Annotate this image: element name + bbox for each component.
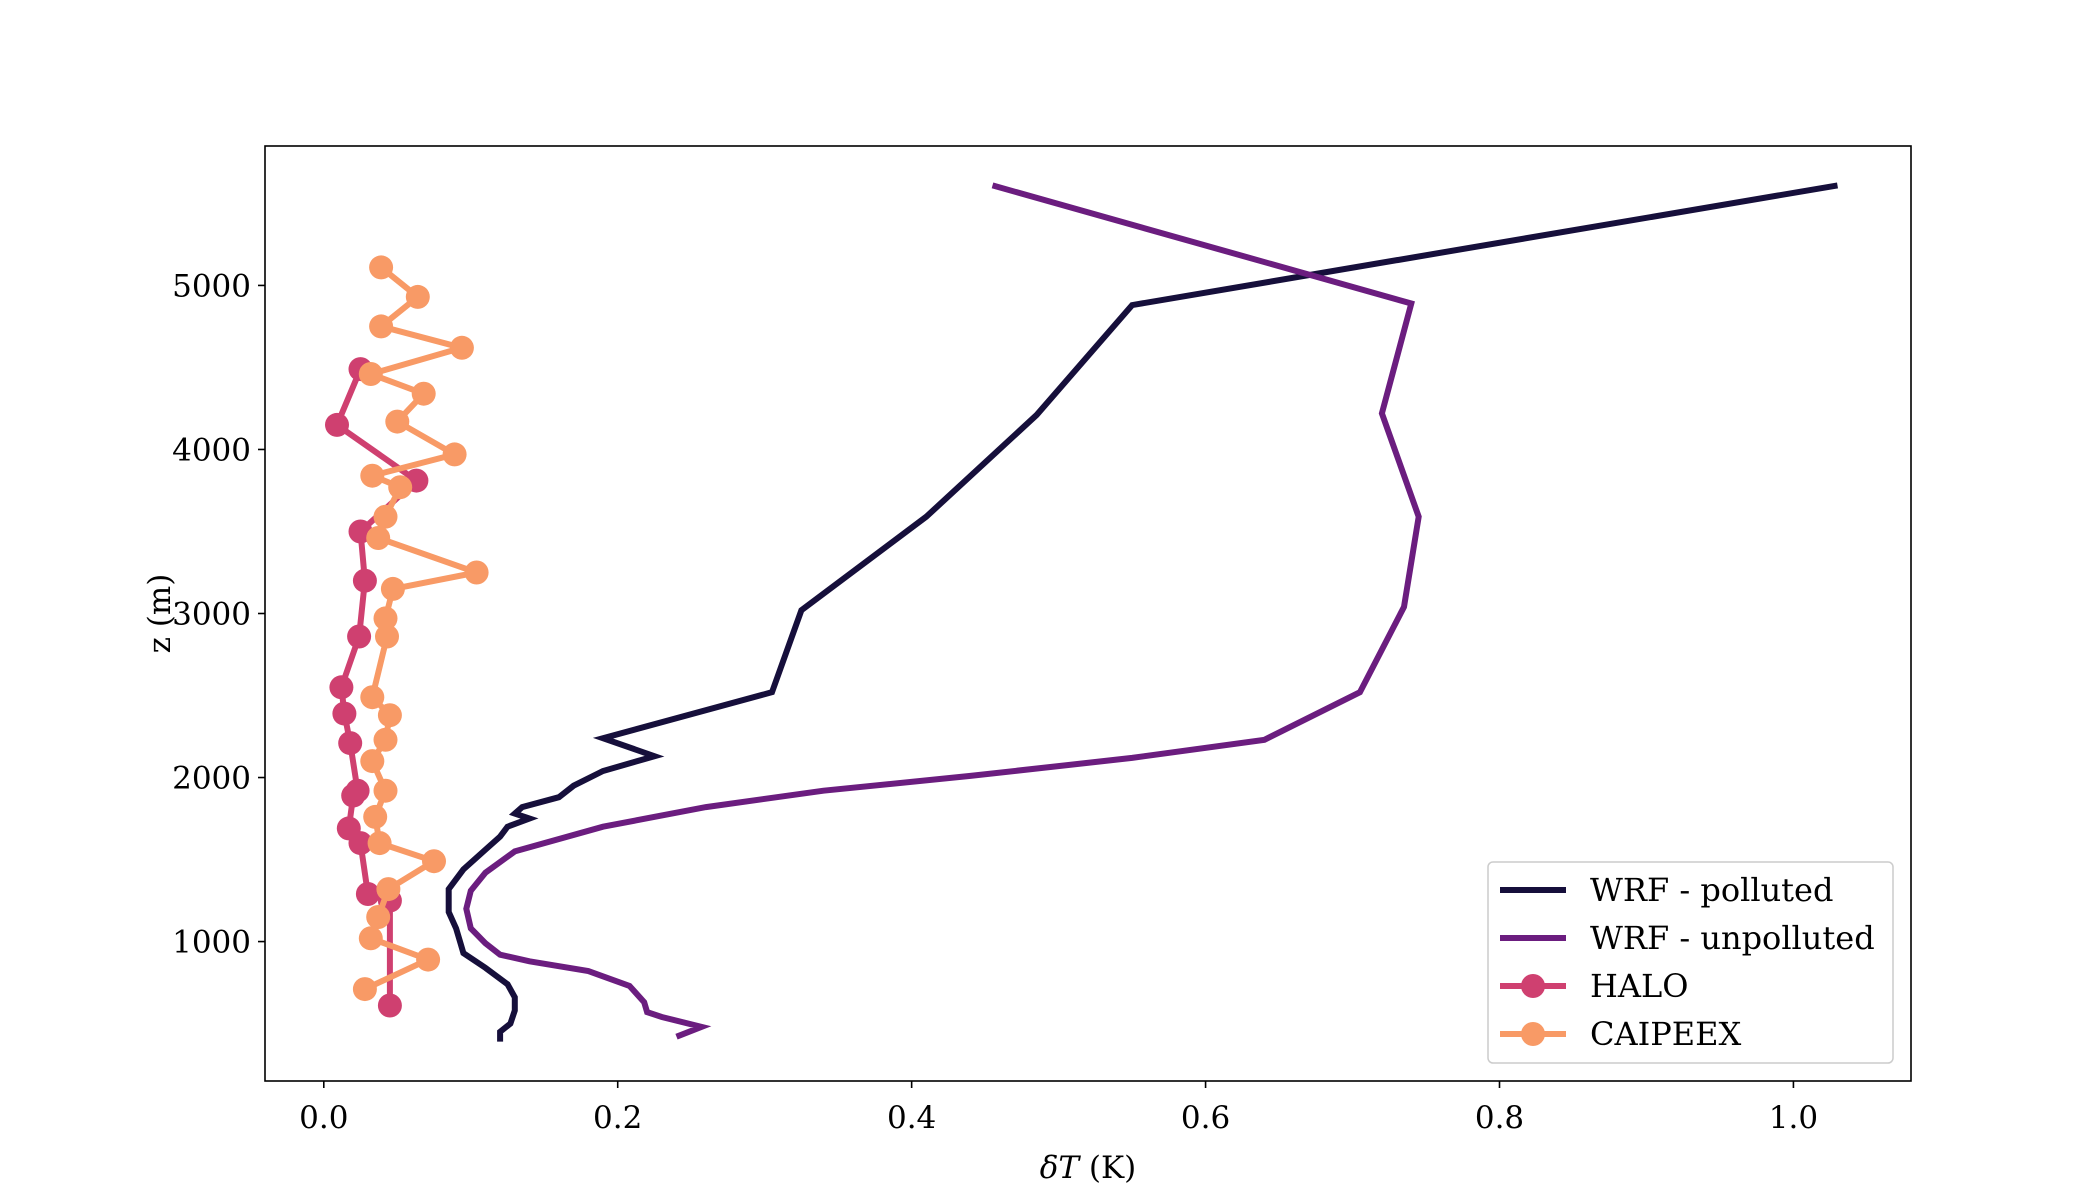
data-point-caipeex — [360, 685, 385, 710]
data-point-caipeex — [373, 778, 398, 803]
data-point-halo — [338, 731, 363, 756]
x-axis-label-symbol: δT — [1040, 1150, 1082, 1186]
x-tick-label: 1.0 — [1769, 1100, 1818, 1136]
data-point-halo — [332, 701, 357, 726]
y-tick-label: 5000 — [172, 268, 251, 304]
data-point-halo — [336, 816, 361, 841]
data-point-caipeex — [405, 284, 430, 309]
tick-layer: 0.0 0.2 0.4 0.6 0.8 1.0 1000 2000 3000 4000 5000 — [172, 268, 1818, 1136]
data-point-caipeex — [366, 526, 391, 550]
data-point-caipeex — [442, 442, 467, 467]
data-point-caipeex — [373, 727, 398, 752]
data-point-halo — [345, 778, 370, 803]
series-line-wrf-unpolluted — [463, 182, 1422, 1040]
x-axis-label: δT (K) — [1040, 1150, 1137, 1186]
data-point-caipeex — [360, 463, 385, 488]
x-tick-label: 0.2 — [593, 1100, 642, 1136]
data-point-caipeex — [377, 703, 402, 728]
series-wrf-polluted — [445, 182, 1839, 1042]
series-line-wrf-polluted — [445, 182, 1839, 1042]
x-tick-label: 0.0 — [299, 1100, 348, 1136]
data-point-caipeex — [373, 504, 398, 529]
x-axis-label-unit: (K) — [1079, 1150, 1136, 1186]
series-caipeex — [352, 255, 489, 1002]
x-tick-label: 0.4 — [887, 1100, 936, 1136]
data-point-caipeex — [358, 926, 383, 951]
data-point-caipeex — [416, 947, 441, 972]
data-point-caipeex — [366, 905, 391, 929]
data-point-caipeex — [367, 831, 392, 856]
data-point-caipeex — [373, 606, 398, 631]
legend-frame — [1487, 861, 1894, 1064]
data-point-caipeex — [376, 877, 401, 902]
data-point-caipeex — [375, 624, 399, 649]
y-axis-label: z (m) — [142, 574, 178, 654]
data-point-caipeex — [464, 560, 489, 585]
data-point-halo — [329, 675, 354, 700]
data-point-caipeex — [380, 576, 405, 601]
legend-label: HALO — [1590, 967, 1689, 1005]
series-wrf-unpolluted — [463, 182, 1422, 1040]
legend-label: CAIPEEX — [1590, 1015, 1741, 1053]
legend-item-caipeex: CAIPEEX — [1500, 1015, 1741, 1053]
data-point-caipeex — [369, 314, 394, 339]
legend-item-wrf-unpolluted: WRF - unpolluted — [1500, 919, 1875, 957]
y-tick-label: 2000 — [172, 761, 251, 797]
data-point-halo — [355, 882, 380, 906]
data-point-caipeex — [358, 362, 383, 386]
data-point-caipeex — [360, 749, 385, 774]
data-point-caipeex — [363, 804, 388, 829]
data-point-caipeex — [352, 977, 377, 1002]
data-point-halo — [347, 624, 372, 649]
data-point-caipeex — [411, 381, 436, 406]
x-tick-label: 0.6 — [1181, 1100, 1230, 1136]
data-point-caipeex — [449, 335, 474, 360]
data-point-caipeex — [388, 475, 413, 500]
data-point-caipeex — [385, 409, 410, 434]
legend-marker — [1521, 974, 1545, 998]
legend-marker — [1521, 1022, 1545, 1046]
legend-item-wrf-polluted: WRF - polluted — [1500, 871, 1833, 909]
y-tick-label: 1000 — [172, 925, 251, 961]
data-point-caipeex — [422, 849, 446, 874]
series-layer — [325, 182, 1839, 1042]
x-tick-label: 0.8 — [1475, 1100, 1524, 1136]
y-tick-label: 3000 — [172, 597, 251, 633]
data-point-halo — [377, 993, 402, 1018]
data-point-halo — [325, 412, 349, 437]
data-point-caipeex — [369, 255, 394, 280]
y-tick-label: 4000 — [172, 432, 251, 468]
data-point-halo — [352, 568, 377, 593]
legend-label: WRF - polluted — [1590, 871, 1833, 909]
legend-item-halo: HALO — [1500, 967, 1689, 1005]
legend-label: WRF - unpolluted — [1590, 919, 1875, 957]
legend: WRF - polluted WRF - unpolluted HALO CAIPEE… — [1487, 861, 1894, 1064]
